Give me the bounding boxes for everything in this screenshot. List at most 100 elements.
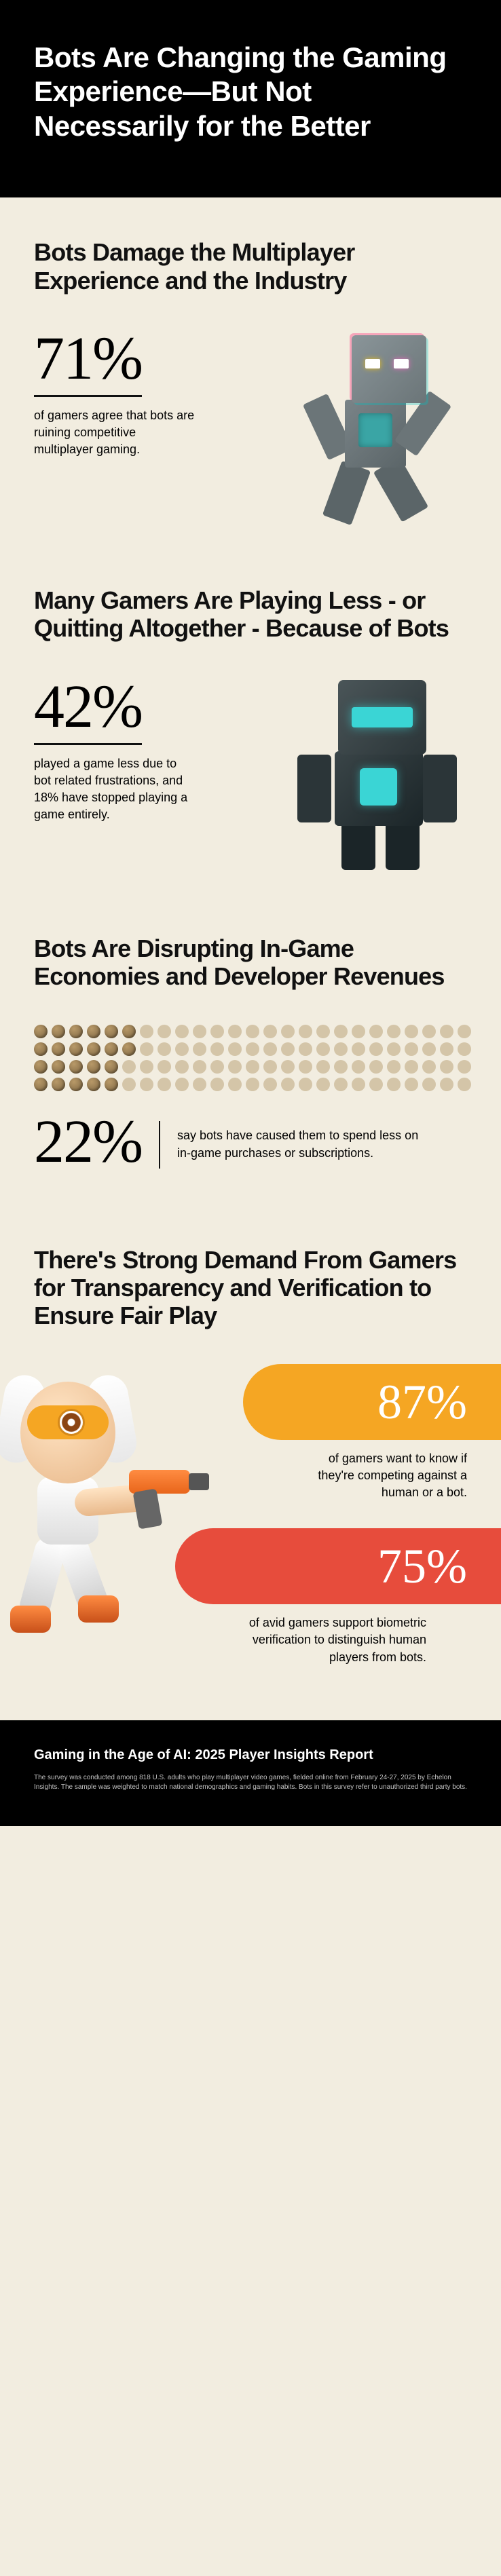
dot	[458, 1060, 471, 1074]
section1-title: Bots Damage the Multiplayer Experience a…	[34, 238, 467, 295]
dot	[157, 1078, 171, 1091]
dot	[352, 1042, 365, 1056]
dot	[281, 1042, 295, 1056]
dot	[105, 1078, 118, 1091]
dot	[87, 1078, 100, 1091]
dot	[458, 1025, 471, 1038]
footer: Gaming in the Age of AI: 2025 Player Ins…	[0, 1720, 501, 1826]
header-banner: Bots Are Changing the Gaming Experience—…	[0, 0, 501, 197]
robot-running-icon	[277, 328, 467, 518]
dot	[175, 1025, 189, 1038]
dot	[440, 1078, 453, 1091]
dot	[246, 1042, 259, 1056]
footer-title: Gaming in the Age of AI: 2025 Player Ins…	[34, 1747, 467, 1763]
dot	[334, 1042, 348, 1056]
dot	[299, 1025, 312, 1038]
stat-pill-87: 87%	[243, 1364, 501, 1440]
dot	[210, 1042, 224, 1056]
dot	[387, 1042, 401, 1056]
dot	[52, 1078, 65, 1091]
dot	[281, 1025, 295, 1038]
dot	[387, 1060, 401, 1074]
dot	[422, 1042, 436, 1056]
dot	[140, 1060, 153, 1074]
dot	[299, 1078, 312, 1091]
divider-line	[159, 1121, 160, 1169]
dot	[122, 1042, 136, 1056]
dot	[405, 1042, 418, 1056]
dot	[140, 1042, 153, 1056]
dot	[369, 1025, 383, 1038]
dot	[140, 1025, 153, 1038]
character-shooter-icon	[0, 1368, 197, 1626]
section3-desc: say bots have caused them to spend less …	[177, 1127, 422, 1161]
dot	[175, 1042, 189, 1056]
dot	[316, 1078, 330, 1091]
section3-title: Bots Are Disrupting In-Game Economies an…	[34, 934, 467, 991]
dot	[422, 1025, 436, 1038]
dot	[281, 1060, 295, 1074]
dot	[316, 1025, 330, 1038]
dot	[69, 1078, 83, 1091]
dot	[369, 1042, 383, 1056]
dot	[352, 1078, 365, 1091]
section-multiplayer-damage: Bots Damage the Multiplayer Experience a…	[0, 197, 501, 546]
dot	[440, 1060, 453, 1074]
dot	[87, 1042, 100, 1056]
dot	[440, 1042, 453, 1056]
dot	[228, 1042, 242, 1056]
dot	[175, 1078, 189, 1091]
dot	[228, 1060, 242, 1074]
dot	[105, 1025, 118, 1038]
dot	[263, 1042, 277, 1056]
dot	[34, 1042, 48, 1056]
dot	[122, 1025, 136, 1038]
dot	[422, 1078, 436, 1091]
section1-stat: 71% of gamers agree that bots are ruinin…	[34, 328, 197, 459]
dot	[334, 1060, 348, 1074]
dot	[281, 1078, 295, 1091]
dot	[157, 1025, 171, 1038]
dot	[157, 1042, 171, 1056]
dot	[246, 1078, 259, 1091]
dot	[387, 1025, 401, 1038]
section-transparency: There's Strong Demand From Gamers for Tr…	[0, 1205, 501, 1720]
dot	[52, 1042, 65, 1056]
dot	[34, 1025, 48, 1038]
footer-fineprint: The survey was conducted among 818 U.S. …	[34, 1773, 467, 1792]
dot	[352, 1025, 365, 1038]
dot	[352, 1060, 365, 1074]
dot	[34, 1060, 48, 1074]
dot	[228, 1025, 242, 1038]
stat-pill-75: 75%	[175, 1528, 501, 1604]
dot	[246, 1025, 259, 1038]
section2-title: Many Gamers Are Playing Less - or Quitti…	[34, 586, 467, 643]
dot	[34, 1078, 48, 1091]
section4-pct2: 75%	[216, 1542, 467, 1591]
section4-title: There's Strong Demand From Gamers for Tr…	[34, 1246, 467, 1330]
dot	[316, 1042, 330, 1056]
dot	[210, 1060, 224, 1074]
dot	[405, 1025, 418, 1038]
dot	[369, 1078, 383, 1091]
dot	[105, 1042, 118, 1056]
dot	[299, 1060, 312, 1074]
robot-chunky-icon	[277, 677, 467, 867]
dot	[210, 1025, 224, 1038]
dot	[387, 1078, 401, 1091]
section-economies: Bots Are Disrupting In-Game Economies an…	[0, 894, 501, 1205]
dot	[193, 1078, 206, 1091]
dot	[334, 1078, 348, 1091]
section3-stat: 22% say bots have caused them to spend l…	[34, 1112, 467, 1178]
dot	[405, 1078, 418, 1091]
dot-grid-chart	[34, 1025, 467, 1091]
dot	[69, 1042, 83, 1056]
section3-pct: 22%	[34, 1112, 142, 1178]
dot	[263, 1078, 277, 1091]
section1-desc: of gamers agree that bots are ruining co…	[34, 407, 197, 459]
dot	[210, 1078, 224, 1091]
dot	[105, 1060, 118, 1074]
dot	[316, 1060, 330, 1074]
section2-desc: played a game less due to bot related fr…	[34, 755, 197, 824]
section2-pct: 42%	[34, 677, 142, 745]
